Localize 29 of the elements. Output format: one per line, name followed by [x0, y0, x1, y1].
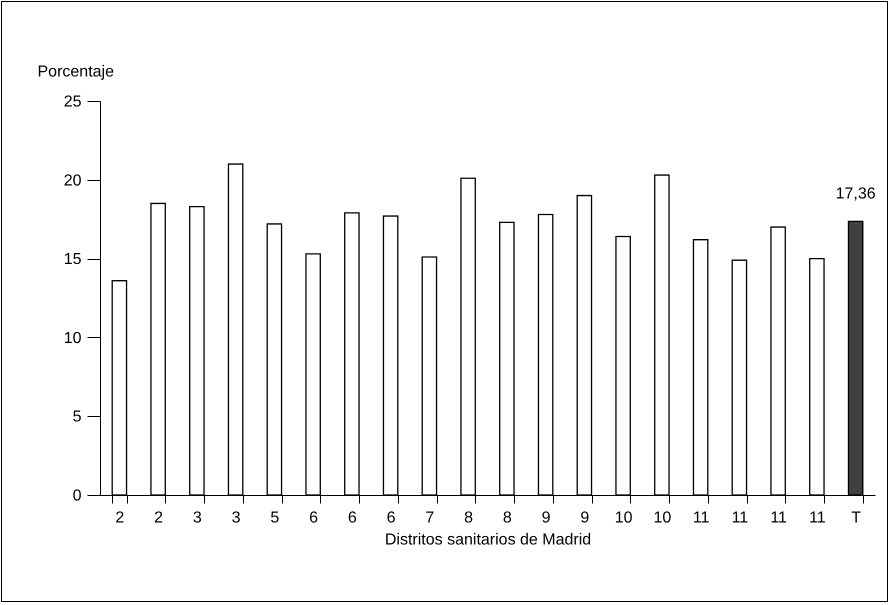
x-tick-label: 10: [614, 510, 633, 526]
y-axis-title: Porcentaje: [38, 64, 114, 80]
x-tick-label: 7: [425, 510, 434, 526]
x-tick-label: 6: [386, 510, 396, 526]
x-tick-label: 8: [502, 510, 512, 526]
x-tick-label: 3: [232, 510, 241, 526]
x-tick-label: 6: [348, 510, 357, 526]
y-tick-label: 5: [72, 408, 82, 426]
y-tick-label: 15: [64, 251, 82, 268]
x-tick-label: 10: [653, 510, 672, 526]
x-tick-label: 8: [464, 510, 474, 526]
x-tick-label: 6: [309, 510, 318, 526]
y-tick-label: 10: [64, 330, 82, 347]
x-tick-label: 11: [770, 510, 788, 526]
y-tick-label: 20: [64, 172, 82, 190]
x-axis-title: Distritos sanitarios de Madrid: [384, 532, 592, 548]
x-tick-label: 9: [542, 510, 551, 526]
x-tick-label: T: [851, 510, 862, 526]
x-tick-label: 11: [692, 510, 710, 526]
x-tick-label: 11: [732, 510, 748, 526]
x-tick-label: 9: [580, 510, 590, 526]
x-tick-label: 2: [154, 510, 164, 526]
x-tick-label: 5: [270, 510, 280, 526]
x-tick-label: 2: [115, 510, 124, 526]
y-tick-label: 0: [72, 488, 82, 504]
x-tick-label: 3: [192, 510, 202, 526]
x-tick-label: 11: [809, 510, 826, 526]
y-tick-label: 25: [64, 94, 82, 110]
data-label: 17,36: [836, 185, 876, 202]
